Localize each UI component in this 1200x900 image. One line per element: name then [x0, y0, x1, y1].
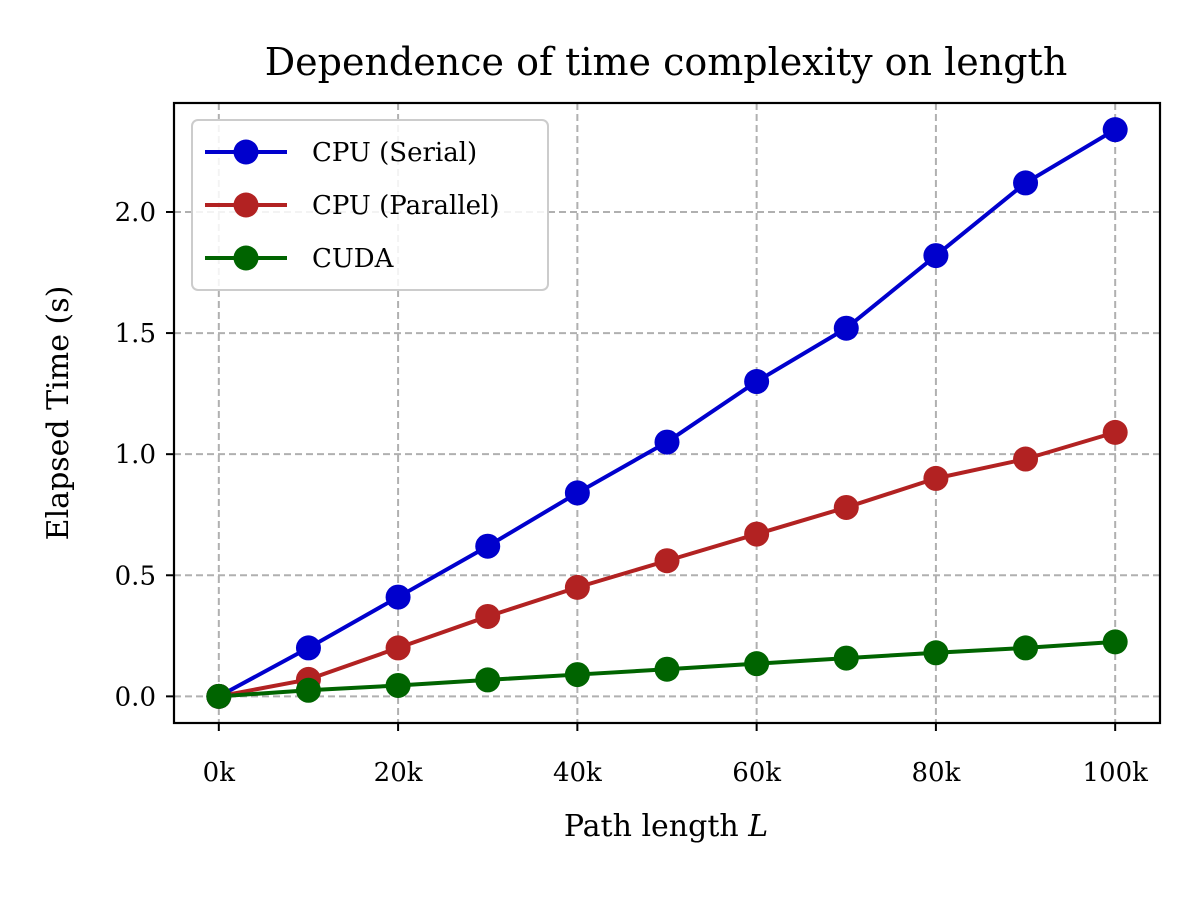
data-point-cpu-serial [654, 429, 680, 455]
x-tick-label: 100k [1082, 758, 1148, 788]
data-point-cpu-serial [923, 243, 949, 269]
y-tick-label: 0.5 [115, 561, 156, 591]
data-point-cpu-parallel [744, 521, 770, 547]
y-axis-ticks: 0.0 0.5 1.0 1.5 2.0 [115, 198, 174, 712]
data-point-cpu-serial [295, 635, 321, 661]
data-point-cpu-parallel [923, 465, 949, 491]
data-point-cpu-parallel [385, 635, 411, 661]
data-point-cuda [1013, 635, 1039, 661]
legend-label-cuda: CUDA [312, 244, 395, 274]
chart-title: Dependence of time complexity on length [265, 40, 1068, 84]
x-tick-label: 0k [203, 758, 236, 788]
data-point-cpu-parallel [833, 494, 859, 520]
x-tick-label: 80k [911, 758, 960, 788]
data-point-cuda [923, 640, 949, 666]
data-point-cuda [295, 677, 321, 703]
data-point-cuda [206, 683, 232, 709]
legend-label-cpu-serial: CPU (Serial) [312, 138, 477, 168]
x-axis-ticks: 0k 20k 40k 60k 80k 100k [203, 723, 1148, 788]
data-point-cpu-serial [1013, 170, 1039, 196]
x-axis-label: Path length L [564, 809, 768, 844]
data-point-cuda [564, 662, 590, 688]
data-point-cuda [1102, 629, 1128, 655]
series-points [206, 117, 1128, 709]
data-point-cpu-parallel [654, 548, 680, 574]
data-point-cuda [475, 667, 501, 693]
y-axis-label: Elapsed Time (s) [41, 286, 76, 541]
data-point-cpu-parallel [475, 603, 501, 629]
x-tick-label: 40k [553, 758, 602, 788]
legend-box [191, 119, 549, 291]
data-point-cpu-serial [1102, 117, 1128, 143]
data-point-cpu-parallel [1013, 446, 1039, 472]
data-point-cuda [654, 656, 680, 682]
data-point-cpu-parallel [564, 574, 590, 600]
data-point-cpu-serial [475, 533, 501, 559]
legend-marker-cpu-serial [233, 139, 259, 165]
data-point-cpu-parallel [1102, 419, 1128, 445]
y-tick-label: 1.5 [115, 319, 156, 349]
y-tick-label: 2.0 [115, 198, 156, 228]
x-tick-label: 60k [732, 758, 781, 788]
y-tick-label: 1.0 [115, 440, 156, 470]
data-point-cpu-serial [564, 480, 590, 506]
data-point-cpu-serial [385, 584, 411, 610]
x-axis-label-text: Path length [564, 809, 748, 844]
legend-marker-cuda [233, 245, 259, 271]
legend-label-cpu-parallel: CPU (Parallel) [312, 191, 499, 221]
data-point-cpu-serial [833, 315, 859, 341]
legend-marker-cpu-parallel [233, 192, 259, 218]
data-point-cpu-serial [744, 369, 770, 395]
data-point-cuda [744, 651, 770, 677]
y-tick-label: 0.0 [115, 682, 156, 712]
x-tick-label: 20k [374, 758, 423, 788]
data-point-cuda [385, 672, 411, 698]
legend: CPU (Serial) CPU (Parallel) CUDA [191, 119, 549, 291]
plot-frame [172, 101, 1162, 725]
data-point-cuda [833, 645, 859, 671]
x-axis-label-symbol: L [747, 809, 768, 844]
